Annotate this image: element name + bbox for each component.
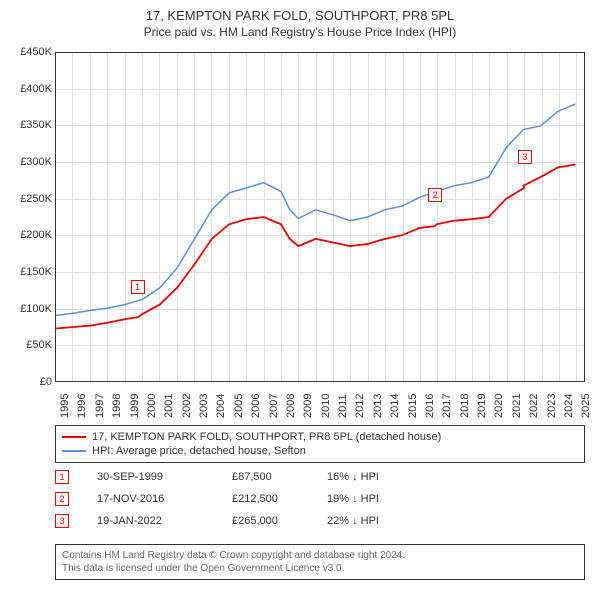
x-tick-label: 2000 (146, 394, 158, 418)
x-tick-label: 2023 (546, 394, 558, 418)
legend-swatch-property (62, 436, 86, 438)
y-tick-label: £0 (2, 376, 52, 388)
legend-item-hpi: HPI: Average price, detached house, Seft… (62, 444, 578, 458)
transaction-pct: 16% ↓ HPI (327, 471, 379, 483)
legend-label-hpi: HPI: Average price, detached house, Seft… (92, 445, 306, 457)
transaction-date: 30-SEP-1999 (97, 471, 232, 483)
x-tick-label: 2020 (493, 394, 505, 418)
transaction-marker: 1 (55, 470, 69, 484)
transaction-date: 17-NOV-2016 (97, 493, 232, 505)
y-tick-label: £400K (2, 83, 52, 95)
transaction-row: 1 30-SEP-1999£87,50016% ↓ HPI (55, 470, 379, 484)
x-tick-label: 2003 (198, 394, 210, 418)
chart-title-line1: 17, KEMPTON PARK FOLD, SOUTHPORT, PR8 5P… (0, 0, 600, 25)
transaction-date: 19-JAN-2022 (97, 515, 232, 527)
x-tick-label: 2018 (459, 394, 471, 418)
x-tick-label: 2009 (302, 394, 314, 418)
y-tick-label: £300K (2, 156, 52, 168)
footer-line2: This data is licensed under the Open Gov… (62, 562, 578, 575)
y-tick-label: £50K (2, 339, 52, 351)
y-tick-label: £250K (2, 193, 52, 205)
x-tick-label: 1998 (111, 394, 123, 418)
x-tick-label: 1996 (76, 394, 88, 418)
x-tick-label: 2008 (285, 394, 297, 418)
transaction-marker: 3 (55, 514, 69, 528)
x-tick-label: 2017 (441, 394, 453, 418)
chart-marker-3: 3 (518, 150, 532, 164)
y-tick-label: £100K (2, 303, 52, 315)
x-tick-label: 2002 (181, 394, 193, 418)
x-tick-label: 2025 (580, 394, 592, 418)
attribution-footer: Contains HM Land Registry data © Crown c… (55, 544, 585, 580)
x-tick-label: 2005 (233, 394, 245, 418)
x-tick-label: 1995 (59, 394, 71, 418)
legend-swatch-hpi (62, 450, 86, 452)
transaction-pct: 19% ↓ HPI (327, 493, 379, 505)
x-tick-label: 2022 (528, 394, 540, 418)
x-tick-label: 2006 (250, 394, 262, 418)
chart-marker-1: 1 (131, 280, 145, 294)
y-tick-label: £350K (2, 119, 52, 131)
line-plot (56, 53, 584, 381)
chart-title-line2: Price paid vs. HM Land Registry's House … (0, 25, 600, 45)
transaction-row: 3 19-JAN-2022£265,00022% ↓ HPI (55, 514, 379, 528)
x-tick-label: 2010 (320, 394, 332, 418)
chart-container: 17, KEMPTON PARK FOLD, SOUTHPORT, PR8 5P… (0, 0, 600, 590)
x-tick-label: 1997 (94, 394, 106, 418)
y-tick-label: £450K (2, 46, 52, 58)
transaction-pct: 22% ↓ HPI (327, 515, 379, 527)
x-tick-label: 2011 (337, 394, 349, 418)
y-tick-label: £150K (2, 266, 52, 278)
series-property (56, 165, 575, 329)
x-tick-label: 2014 (389, 394, 401, 418)
x-tick-label: 2024 (563, 394, 575, 418)
transaction-marker: 2 (55, 492, 69, 506)
x-tick-label: 2007 (268, 394, 280, 418)
x-tick-label: 2013 (372, 394, 384, 418)
transaction-row: 2 17-NOV-2016£212,50019% ↓ HPI (55, 492, 379, 506)
chart-marker-2: 2 (428, 188, 442, 202)
x-tick-label: 2015 (407, 394, 419, 418)
plot-area (55, 52, 585, 382)
x-tick-label: 2012 (354, 394, 366, 418)
y-tick-label: £200K (2, 229, 52, 241)
x-tick-label: 2019 (476, 394, 488, 418)
legend: 17, KEMPTON PARK FOLD, SOUTHPORT, PR8 5P… (55, 425, 585, 463)
x-tick-label: 2001 (163, 394, 175, 418)
x-tick-label: 2021 (511, 394, 523, 418)
legend-label-property: 17, KEMPTON PARK FOLD, SOUTHPORT, PR8 5P… (92, 431, 441, 443)
transaction-price: £265,000 (232, 515, 327, 527)
transaction-price: £212,500 (232, 493, 327, 505)
legend-item-property: 17, KEMPTON PARK FOLD, SOUTHPORT, PR8 5P… (62, 430, 578, 444)
footer-line1: Contains HM Land Registry data © Crown c… (62, 549, 578, 562)
x-tick-label: 1999 (129, 394, 141, 418)
transaction-price: £87,500 (232, 471, 327, 483)
x-tick-label: 2016 (424, 394, 436, 418)
x-tick-label: 2004 (215, 394, 227, 418)
